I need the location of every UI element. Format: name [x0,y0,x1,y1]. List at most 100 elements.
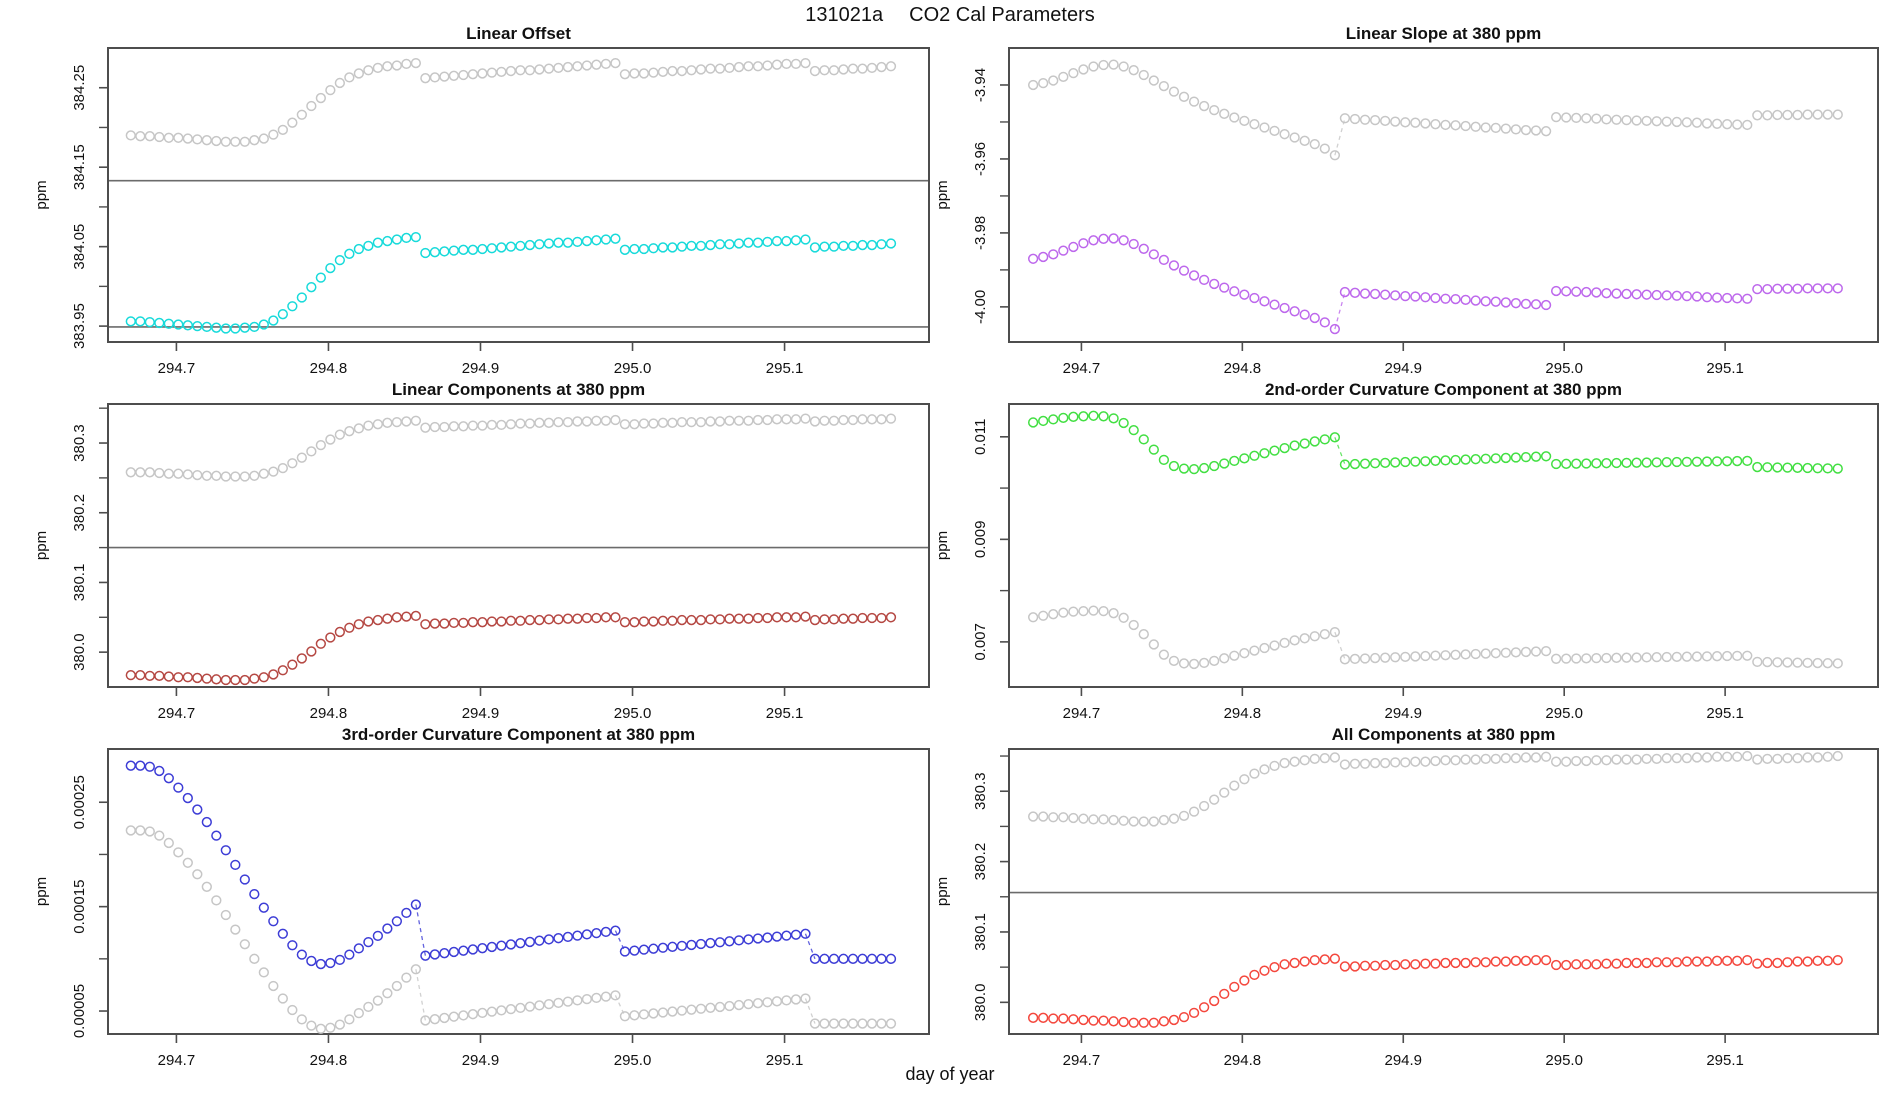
series-blue [125,760,897,970]
svg-text:380.2: 380.2 [71,494,88,532]
x-axis-title: day of year [905,1064,995,1084]
svg-text:295.0: 295.0 [614,1052,652,1069]
svg-text:294.8: 294.8 [310,360,348,377]
svg-text:294.7: 294.7 [158,705,196,722]
y-axis: 0.007 0.009 0.011 ppm [934,419,1009,661]
x-axis: 294.7 294.8 294.9 295.0 295.1 [1063,342,1744,377]
svg-text:-4.00: -4.00 [972,290,989,324]
svg-text:294.9: 294.9 [1384,1052,1422,1069]
panel-frame [1008,748,1879,1035]
svg-text:0.011: 0.011 [972,419,989,455]
x-axis: 294.7 294.8 294.9 295.0 295.1 [158,1034,804,1069]
svg-text:384.15: 384.15 [71,144,88,190]
svg-text:294.9: 294.9 [1384,360,1422,377]
svg-text:0.009: 0.009 [972,521,989,559]
svg-text:ppm: ppm [33,531,50,560]
svg-text:ppm: ppm [934,531,951,560]
svg-text:294.8: 294.8 [310,705,348,722]
y-axis: 383.95 384.05 384.15 384.25 ppm [33,65,108,349]
svg-text:295.0: 295.0 [1545,360,1583,377]
panel-title: Linear Slope at 380 ppm [1346,24,1542,43]
y-axis: 380.0 380.1 380.2 380.3 ppm [934,755,1009,1022]
svg-text:294.8: 294.8 [1224,360,1262,377]
series-green [1027,410,1843,475]
panel-frame [1008,403,1879,688]
series-red [1027,953,1843,1028]
svg-text:295.0: 295.0 [1545,705,1583,722]
x-axis: 294.7 294.8 294.9 295.0 295.1 [158,687,804,722]
x-axis: 294.7 294.8 294.9 295.0 295.1 [1063,687,1744,722]
series-gray [125,57,897,147]
series-darkred [125,610,897,686]
svg-text:380.3: 380.3 [71,424,88,462]
x-axis: 294.7 294.8 294.9 295.0 295.1 [1063,1034,1744,1069]
series-gray [1027,59,1843,161]
svg-text:-3.96: -3.96 [972,142,989,176]
svg-text:384.25: 384.25 [71,65,88,111]
svg-text:383.95: 383.95 [71,303,88,349]
series-gray [1027,605,1843,670]
y-axis: 380.0 380.1 380.2 380.3 ppm [33,407,108,671]
series-cyan [125,231,897,334]
svg-text:295.1: 295.1 [766,1052,804,1069]
svg-text:295.0: 295.0 [1545,1052,1583,1069]
series-purple [1027,233,1843,335]
svg-text:295.0: 295.0 [614,705,652,722]
svg-text:294.7: 294.7 [158,1052,196,1069]
svg-text:295.1: 295.1 [1706,1052,1744,1069]
svg-text:295.1: 295.1 [766,705,804,722]
series-gray [125,413,897,482]
svg-text:295.0: 295.0 [614,360,652,377]
y-axis: 0.00005 0.00015 0.00025 ppm [33,775,108,1038]
svg-text:-3.98: -3.98 [972,216,989,250]
svg-text:380.0: 380.0 [71,633,88,671]
svg-text:294.9: 294.9 [1384,705,1422,722]
svg-text:295.1: 295.1 [1706,360,1744,377]
svg-text:294.7: 294.7 [1063,705,1101,722]
svg-text:0.00025: 0.00025 [71,775,88,829]
svg-text:294.8: 294.8 [310,1052,348,1069]
series-gray [1027,750,1843,827]
svg-text:380.3: 380.3 [972,772,989,810]
svg-text:380.2: 380.2 [972,843,989,881]
svg-text:294.9: 294.9 [462,705,500,722]
svg-text:295.1: 295.1 [1706,705,1744,722]
svg-text:0.00015: 0.00015 [71,880,88,934]
panel-title: Linear Components at 380 ppm [392,380,645,399]
svg-text:380.0: 380.0 [972,984,989,1022]
panel-frame [107,748,930,1035]
svg-text:ppm: ppm [33,180,50,209]
svg-text:294.9: 294.9 [462,1052,500,1069]
svg-text:0.00005: 0.00005 [71,984,88,1038]
svg-text:380.1: 380.1 [71,564,88,602]
svg-text:295.1: 295.1 [766,360,804,377]
svg-text:294.9: 294.9 [462,360,500,377]
svg-text:294.7: 294.7 [1063,1052,1101,1069]
panel-title: 2nd-order Curvature Component at 380 ppm [1265,380,1622,399]
panel-frame [107,47,930,343]
panel-frame [1008,47,1879,343]
figure-title-text: CO2 Cal Parameters [909,4,1095,26]
x-axis: 294.7 294.8 294.9 295.0 295.1 [158,342,804,377]
svg-text:294.7: 294.7 [1063,360,1101,377]
svg-text:384.05: 384.05 [71,224,88,270]
panel-frame [107,403,930,688]
figure-title-run-id: 131021a [805,4,884,26]
svg-text:ppm: ppm [33,877,50,906]
series-gray [125,825,897,1034]
svg-text:294.8: 294.8 [1224,705,1262,722]
svg-text:ppm: ppm [934,877,951,906]
panel-title: 3rd-order Curvature Component at 380 ppm [342,725,695,744]
svg-text:ppm: ppm [934,180,951,209]
svg-text:294.7: 294.7 [158,360,196,377]
y-axis: -4.00 -3.98 -3.96 -3.94 ppm [934,68,1009,324]
panel-title: All Components at 380 ppm [1332,725,1556,744]
